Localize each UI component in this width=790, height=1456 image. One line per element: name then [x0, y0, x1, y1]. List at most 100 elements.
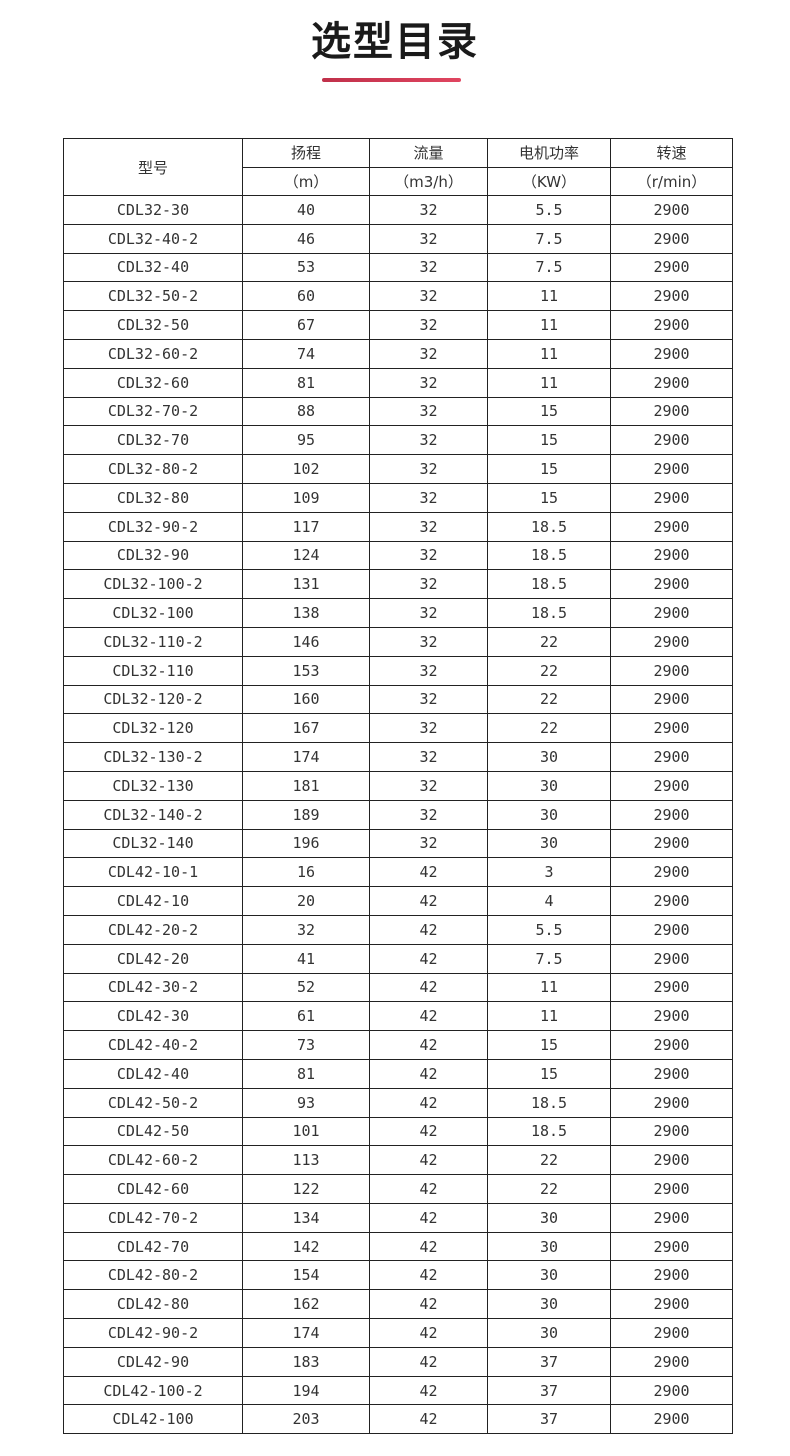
- cell-model: CDL32-130: [63, 770, 243, 801]
- cell-head: 81: [242, 1058, 370, 1089]
- table-row: CDL42-40-2 73 42 15 2900: [63, 1030, 733, 1060]
- table-row: CDL42-20-2 32 42 5.5 2900: [63, 914, 733, 945]
- cell-flow: 32: [369, 540, 488, 571]
- cell-model: CDL32-120: [63, 713, 243, 744]
- cell-speed: 2900: [610, 367, 733, 398]
- cell-flow: 32: [369, 396, 488, 427]
- table-row: CDL42-70-2 134 42 30 2900: [63, 1202, 733, 1233]
- cell-power: 22: [487, 1145, 611, 1176]
- cell-model: CDL32-80-2: [63, 454, 243, 484]
- header-flow-unit: （m3/h）: [369, 166, 488, 196]
- cell-speed: 2900: [610, 569, 733, 600]
- cell-model: CDL32-40: [63, 252, 243, 283]
- cell-flow: 42: [369, 1404, 488, 1435]
- cell-power: 30: [487, 828, 611, 859]
- cell-flow: 42: [369, 1231, 488, 1262]
- cell-head: 194: [242, 1375, 370, 1406]
- cell-head: 124: [242, 540, 370, 571]
- cell-model: CDL42-20: [63, 943, 243, 974]
- header-power-unit: （KW）: [487, 166, 611, 196]
- cell-power: 30: [487, 770, 611, 801]
- table-row: CDL42-10 20 42 4 2900: [63, 886, 733, 916]
- cell-flow: 42: [369, 1116, 488, 1147]
- cell-model: CDL42-100-2: [63, 1375, 243, 1406]
- cell-flow: 32: [369, 799, 488, 830]
- cell-power: 37: [487, 1375, 611, 1406]
- cell-model: CDL32-70: [63, 425, 243, 456]
- cell-flow: 42: [369, 1346, 488, 1377]
- cell-head: 93: [242, 1087, 370, 1118]
- table-row: CDL32-110 153 32 22 2900: [63, 655, 733, 686]
- cell-speed: 2900: [610, 1174, 733, 1204]
- table-row: CDL42-100 203 42 37 2900: [63, 1404, 733, 1435]
- table-row: CDL42-70 142 42 30 2900: [63, 1231, 733, 1262]
- table-row: CDL42-80 162 42 30 2900: [63, 1289, 733, 1320]
- cell-power: 4: [487, 886, 611, 916]
- cell-flow: 42: [369, 1318, 488, 1348]
- cell-power: 15: [487, 396, 611, 427]
- cell-flow: 32: [369, 569, 488, 600]
- cell-speed: 2900: [610, 1289, 733, 1320]
- cell-flow: 32: [369, 367, 488, 398]
- table-row: CDL42-90 183 42 37 2900: [63, 1346, 733, 1377]
- cell-speed: 2900: [610, 1058, 733, 1089]
- cell-speed: 2900: [610, 511, 733, 542]
- cell-power: 30: [487, 742, 611, 772]
- cell-model: CDL42-70-2: [63, 1202, 243, 1233]
- cell-speed: 2900: [610, 1087, 733, 1118]
- cell-speed: 2900: [610, 195, 733, 225]
- cell-speed: 2900: [610, 1260, 733, 1291]
- cell-speed: 2900: [610, 857, 733, 888]
- table-row: CDL42-90-2 174 42 30 2900: [63, 1318, 733, 1348]
- cell-head: 160: [242, 684, 370, 715]
- cell-speed: 2900: [610, 799, 733, 830]
- cell-head: 41: [242, 943, 370, 974]
- cell-model: CDL42-80: [63, 1289, 243, 1320]
- cell-flow: 32: [369, 655, 488, 686]
- cell-head: 40: [242, 195, 370, 225]
- table-row: CDL32-100 138 32 18.5 2900: [63, 598, 733, 628]
- cell-speed: 2900: [610, 425, 733, 456]
- header-flow: 流量: [369, 138, 488, 168]
- header-speed-unit: （r/min）: [610, 166, 733, 196]
- cell-speed: 2900: [610, 914, 733, 945]
- cell-head: 52: [242, 972, 370, 1003]
- cell-model: CDL42-50: [63, 1116, 243, 1147]
- cell-flow: 42: [369, 1202, 488, 1233]
- cell-head: 146: [242, 626, 370, 657]
- cell-flow: 42: [369, 1289, 488, 1320]
- cell-head: 181: [242, 770, 370, 801]
- cell-power: 18.5: [487, 511, 611, 542]
- table-row: CDL32-40 53 32 7.5 2900: [63, 252, 733, 283]
- cell-model: CDL42-10-1: [63, 857, 243, 888]
- cell-flow: 32: [369, 684, 488, 715]
- cell-model: CDL42-90: [63, 1346, 243, 1377]
- cell-power: 37: [487, 1346, 611, 1377]
- cell-model: CDL32-100: [63, 598, 243, 628]
- cell-speed: 2900: [610, 454, 733, 484]
- cell-speed: 2900: [610, 1346, 733, 1377]
- table-row: CDL32-70-2 88 32 15 2900: [63, 396, 733, 427]
- table-row: CDL42-60-2 113 42 22 2900: [63, 1145, 733, 1176]
- cell-head: 53: [242, 252, 370, 283]
- cell-model: CDL32-120-2: [63, 684, 243, 715]
- cell-power: 22: [487, 684, 611, 715]
- cell-model: CDL42-90-2: [63, 1318, 243, 1348]
- cell-head: 67: [242, 310, 370, 340]
- cell-model: CDL32-100-2: [63, 569, 243, 600]
- header-model: 型号: [63, 138, 243, 196]
- cell-model: CDL32-110: [63, 655, 243, 686]
- cell-power: 11: [487, 338, 611, 369]
- table-row: CDL32-50-2 60 32 11 2900: [63, 281, 733, 312]
- table-row: CDL32-60-2 74 32 11 2900: [63, 338, 733, 369]
- cell-head: 20: [242, 886, 370, 916]
- table-row: CDL32-80-2 102 32 15 2900: [63, 454, 733, 484]
- cell-head: 134: [242, 1202, 370, 1233]
- cell-speed: 2900: [610, 540, 733, 571]
- cell-speed: 2900: [610, 943, 733, 974]
- cell-power: 15: [487, 1030, 611, 1060]
- cell-model: CDL42-50-2: [63, 1087, 243, 1118]
- table-row: CDL32-110-2 146 32 22 2900: [63, 626, 733, 657]
- cell-speed: 2900: [610, 1145, 733, 1176]
- cell-head: 61: [242, 1001, 370, 1032]
